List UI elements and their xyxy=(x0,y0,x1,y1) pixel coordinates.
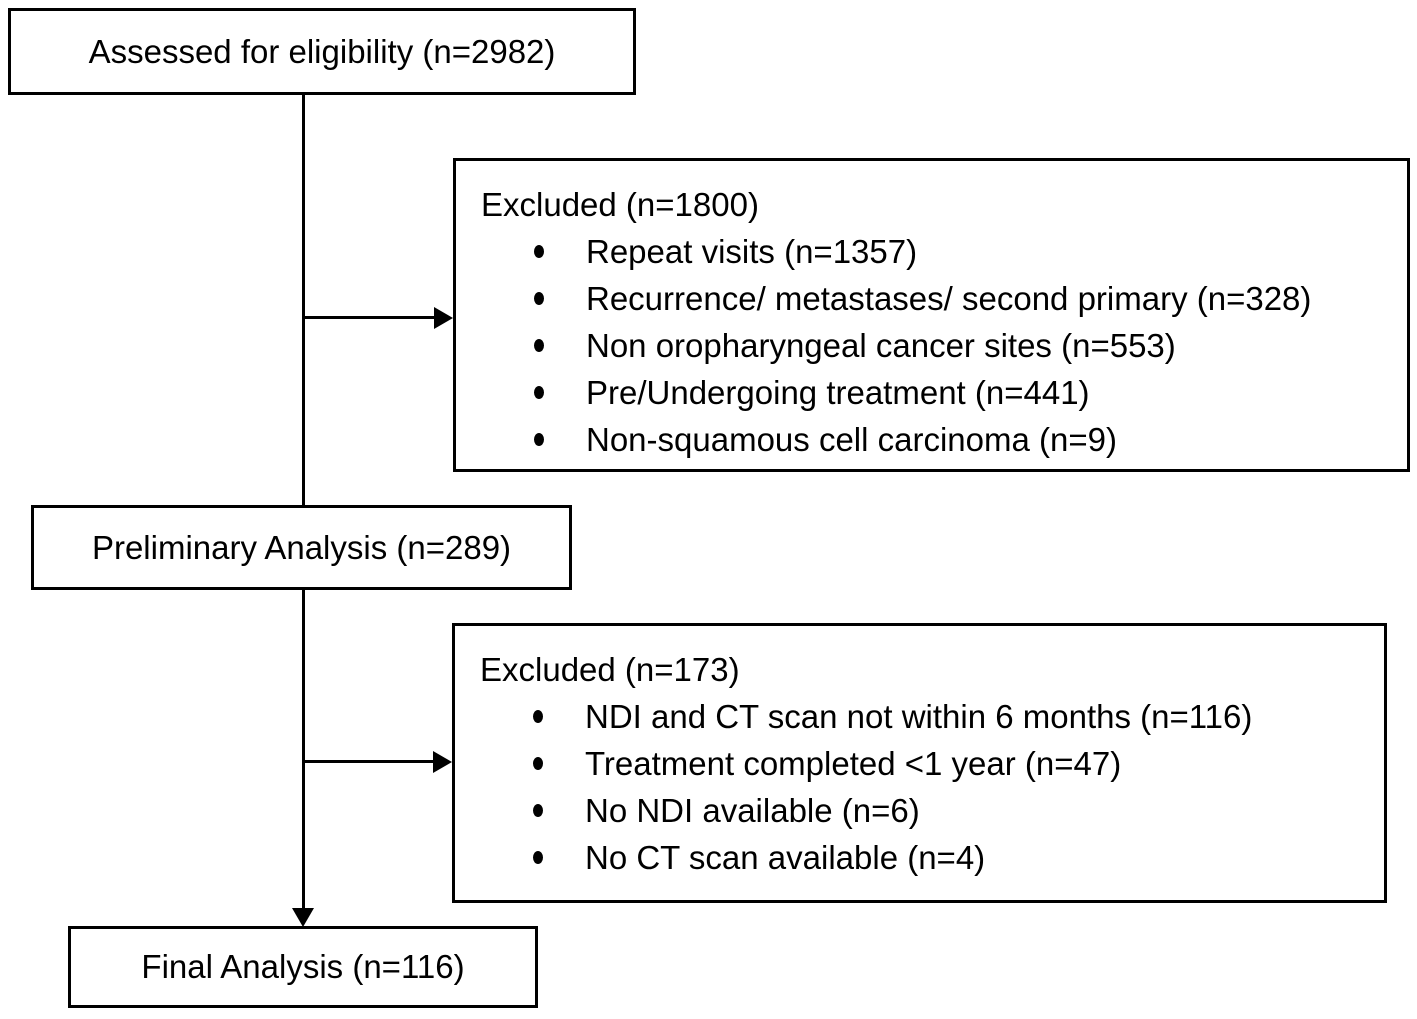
excluded-box-1: Excluded (n=1800) Repeat visits (n=1357)… xyxy=(453,158,1410,472)
connector-preliminary-to-final xyxy=(302,590,305,910)
final-analysis-box: Final Analysis (n=116) xyxy=(68,926,538,1008)
assessed-eligibility-box: Assessed for eligibility (n=2982) xyxy=(8,8,636,95)
arrowhead-right-icon xyxy=(434,307,453,329)
list-item: Non-squamous cell carcinoma (n=9) xyxy=(534,416,1382,463)
connector-assessed-to-preliminary xyxy=(302,95,305,505)
arrowhead-right-icon xyxy=(433,751,452,773)
preliminary-analysis-label: Preliminary Analysis (n=289) xyxy=(91,528,512,566)
assessed-eligibility-label: Assessed for eligibility (n=2982) xyxy=(88,32,556,70)
preliminary-analysis-box: Preliminary Analysis (n=289) xyxy=(31,505,572,590)
list-item: Non oropharyngeal cancer sites (n=553) xyxy=(534,322,1382,369)
list-item: No NDI available (n=6) xyxy=(533,787,1359,834)
excluded-box-2: Excluded (n=173) NDI and CT scan not wit… xyxy=(452,623,1387,903)
list-item: Repeat visits (n=1357) xyxy=(534,228,1382,275)
list-item: NDI and CT scan not within 6 months (n=1… xyxy=(533,693,1359,740)
final-analysis-label: Final Analysis (n=116) xyxy=(141,948,465,985)
list-item: Pre/Undergoing treatment (n=441) xyxy=(534,369,1382,416)
list-item: Recurrence/ metastases/ second primary (… xyxy=(534,275,1382,322)
connector-to-excluded-2 xyxy=(303,760,434,763)
excluded-1-list: Repeat visits (n=1357) Recurrence/ metas… xyxy=(481,228,1382,463)
list-item: Treatment completed <1 year (n=47) xyxy=(533,740,1359,787)
excluded-2-title: Excluded (n=173) xyxy=(480,651,740,688)
excluded-2-list: NDI and CT scan not within 6 months (n=1… xyxy=(480,693,1359,881)
excluded-1-title: Excluded (n=1800) xyxy=(481,186,759,223)
connector-to-excluded-1 xyxy=(303,316,436,319)
list-item: No CT scan available (n=4) xyxy=(533,834,1359,881)
arrowhead-down-icon xyxy=(292,908,314,927)
